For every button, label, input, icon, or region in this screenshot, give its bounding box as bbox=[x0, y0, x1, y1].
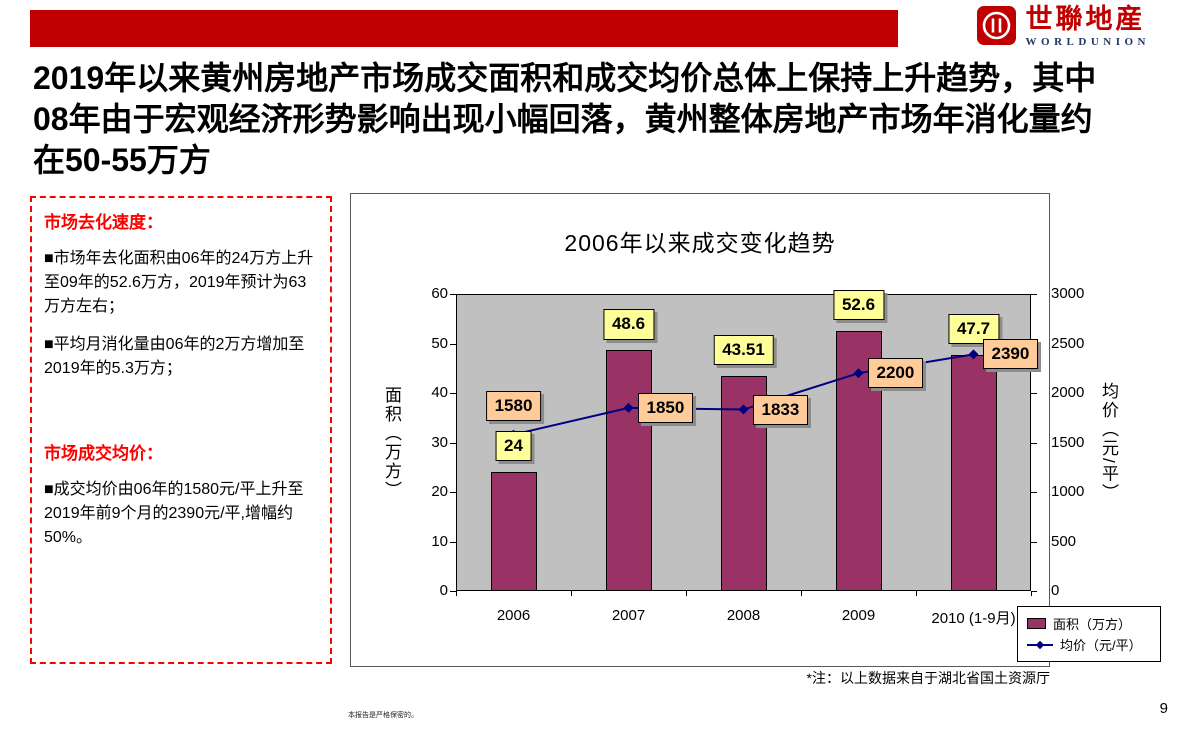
price-series-swatch bbox=[1027, 640, 1053, 650]
right-axis-title: 均价（元/平） bbox=[1099, 382, 1118, 503]
x-axis-label: 2007 bbox=[611, 607, 646, 624]
right-axis-tick-label: 1000 bbox=[1051, 483, 1085, 500]
right-axis-tick bbox=[1031, 492, 1037, 493]
line-value-label: 1580 bbox=[485, 390, 542, 421]
slide-title: 2019年以来黄州房地产市场成交面积和成交均价总体上保持上升趋势，其中 08年由… bbox=[33, 58, 1183, 181]
confidentiality-footer: 本报告是严格保密的。 bbox=[348, 712, 418, 719]
logo-cn-text: 世聯地産 bbox=[1025, 4, 1146, 34]
absorption-speed-heading: 市场去化速度： bbox=[44, 213, 163, 232]
slide-title-line3: 在50-55万方 bbox=[33, 141, 211, 178]
plot-root: 0 10 20 30 40 50 60 0 500 1000 1500 2000 2500 3000 200… bbox=[351, 194, 1084, 666]
bar-value-label: 24 bbox=[495, 431, 532, 462]
right-axis-tick-label: 500 bbox=[1051, 532, 1077, 550]
line-value-label: 1850 bbox=[637, 392, 694, 423]
right-axis-tick bbox=[1031, 541, 1037, 543]
line-value-label: 2390 bbox=[982, 339, 1039, 370]
worldunion-logo: 世聯地産 WORLDUNION bbox=[976, 5, 1150, 51]
right-axis-tick-label: 2500 bbox=[1051, 334, 1085, 352]
line-point-marker bbox=[623, 402, 634, 413]
top-red-bar bbox=[30, 10, 898, 47]
left-axis-tick bbox=[450, 442, 456, 444]
left-axis-tick bbox=[450, 393, 456, 394]
legend-label-price: 均价（元/平） bbox=[1060, 638, 1142, 653]
x-axis-tick bbox=[916, 591, 917, 596]
left-axis-title: 面积（万方） bbox=[382, 385, 401, 500]
left-axis-tick-label: 50 bbox=[431, 334, 448, 352]
x-axis-label: 2009 bbox=[841, 607, 876, 624]
absorption-bullet-2: ■平均月消化量由06年的2万方增加至2019年的5.3万方； bbox=[44, 336, 305, 377]
left-axis-tick-label: 60 bbox=[431, 285, 448, 302]
x-axis-tick bbox=[571, 591, 572, 596]
area-series-swatch bbox=[1027, 618, 1046, 629]
x-axis-tick bbox=[456, 591, 457, 596]
left-notes-panel: 市场去化速度： ■市场年去化面积由06年的24万方上升至09年的52.6万方，2… bbox=[30, 196, 332, 664]
left-axis-tick-label: 40 bbox=[431, 384, 448, 401]
right-axis-tick bbox=[1031, 442, 1037, 444]
right-axis-tick-label: 2000 bbox=[1051, 384, 1085, 401]
right-axis-tick bbox=[1031, 294, 1037, 295]
left-axis-tick bbox=[450, 492, 456, 493]
avg-price-bullet-1: ■成交均价由06年的1580元/平上升至2019年前9个月的2390元/平,增幅… bbox=[44, 481, 304, 546]
bar-value-label: 48.6 bbox=[602, 309, 655, 340]
avg-price-heading: 市场成交均价： bbox=[44, 444, 163, 463]
chart-title: 2006年以来成交变化趋势 bbox=[564, 230, 836, 256]
left-axis-tick-label: 10 bbox=[431, 532, 448, 550]
x-axis-label: 2006 bbox=[496, 607, 531, 624]
x-axis-label: 2008 bbox=[726, 607, 761, 624]
data-source-note: *注：以上数据来自于湖北省国土资源厅 bbox=[806, 670, 1050, 686]
left-axis-tick bbox=[450, 343, 456, 345]
x-axis-tick bbox=[801, 591, 802, 596]
line-point-marker bbox=[968, 349, 979, 360]
left-axis-tick-label: 20 bbox=[431, 483, 448, 500]
line-point-marker bbox=[738, 404, 749, 415]
bar-value-label: 52.6 bbox=[832, 289, 885, 320]
legend-item-area: 面积（万方） bbox=[1027, 614, 1151, 633]
x-axis-tick bbox=[1031, 591, 1032, 596]
logo-text: 世聯地産 WORLDUNION bbox=[1025, 4, 1150, 49]
left-axis-tick bbox=[450, 294, 456, 295]
right-axis-tick-label: 3000 bbox=[1051, 285, 1085, 302]
transaction-trend-chart: 2006年以来成交变化趋势 面积（万方） 均价（元/平） 0 10 20 30 40 50… bbox=[350, 193, 1161, 667]
line-value-label: 2200 bbox=[867, 358, 924, 389]
line-point-marker bbox=[853, 368, 864, 379]
slide-title-line2: 08年由于宏观经济形势影响出现小幅回落，黄州整体房地产市场年消化量约 bbox=[33, 100, 1093, 137]
left-axis-tick bbox=[450, 541, 456, 543]
worldunion-logo-icon bbox=[976, 5, 1017, 51]
left-axis-tick-label: 30 bbox=[431, 433, 448, 451]
logo-en-text: WORLDUNION bbox=[1025, 36, 1150, 49]
bar-value-label: 43.51 bbox=[713, 334, 774, 365]
bar-value-label: 47.7 bbox=[947, 313, 1000, 344]
bar bbox=[490, 472, 537, 591]
right-axis-tick-label: 0 bbox=[1051, 582, 1060, 599]
page-number: 9 bbox=[1159, 700, 1168, 717]
right-axis-tick bbox=[1031, 591, 1037, 592]
right-axis-tick bbox=[1031, 393, 1037, 394]
bar bbox=[950, 354, 997, 591]
diamond-marker-icon bbox=[1035, 640, 1045, 649]
chart-legend: 面积（万方） 均价（元/平） bbox=[1017, 606, 1161, 662]
x-axis-label: 2010 (1-9月) bbox=[931, 610, 1016, 627]
left-axis-tick bbox=[450, 591, 456, 592]
right-axis-tick-label: 1500 bbox=[1051, 433, 1085, 451]
left-axis-tick-label: 0 bbox=[439, 582, 448, 599]
absorption-bullet-1: ■市场年去化面积由06年的24万方上升至09年的52.6万方，2019年预计为6… bbox=[44, 250, 314, 315]
bar bbox=[605, 350, 652, 591]
legend-label-area: 面积（万方） bbox=[1053, 617, 1132, 632]
line-value-label: 1833 bbox=[752, 394, 809, 425]
legend-item-price: 均价（元/平） bbox=[1027, 635, 1151, 654]
x-axis-tick bbox=[686, 591, 687, 596]
slide-title-line1: 2019年以来黄州房地产市场成交面积和成交均价总体上保持上升趋势，其中 bbox=[33, 60, 1097, 96]
